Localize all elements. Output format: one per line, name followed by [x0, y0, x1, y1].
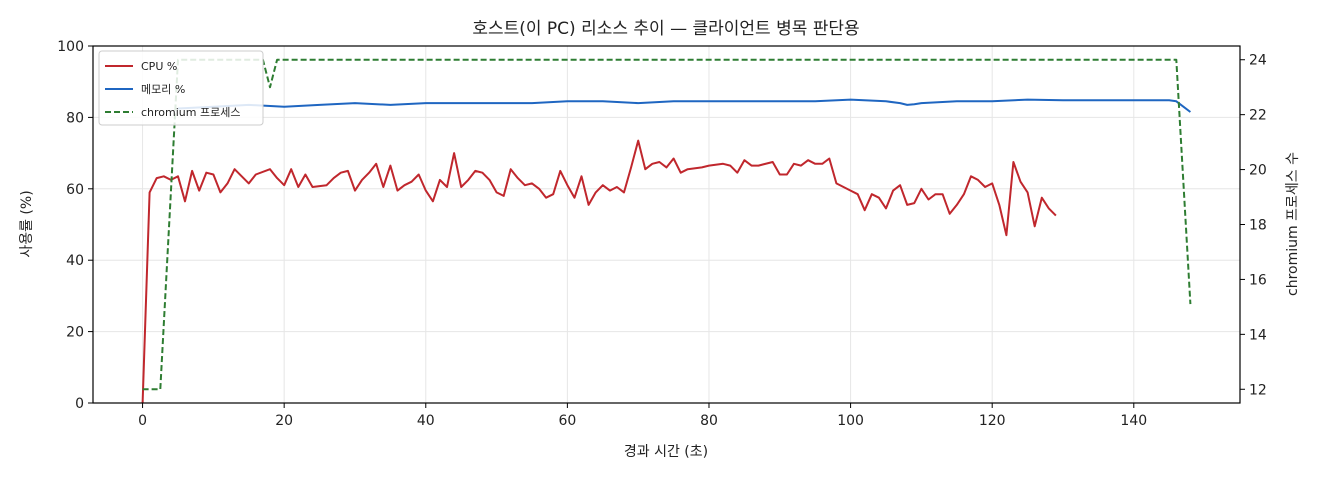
legend-label: 메모리 %	[141, 83, 185, 96]
y2-tick-label: 16	[1249, 272, 1267, 288]
series-line-2	[177, 98, 1192, 113]
x-tick-label: 40	[417, 413, 435, 429]
chart-title: 호스트(이 PC) 리소스 추이 — 클라이언트 병목 판단용	[472, 19, 859, 39]
x-tick-label: 60	[558, 413, 576, 429]
legend-box	[98, 50, 264, 126]
y2-tick-label: 22	[1249, 108, 1267, 124]
y-tick-label: 40	[66, 253, 84, 269]
y2-tick-label: 20	[1249, 163, 1267, 179]
x-axis-label: 경과 시간 (초)	[624, 444, 708, 460]
y2-tick-label: 12	[1249, 382, 1267, 398]
tick-labels: 0 20 40 60 80 100 120 140 0 20 40 60 80 100 12 14 16 18 20…	[57, 39, 1267, 429]
y-tick-label: 80	[66, 110, 84, 126]
series-line-1	[141, 139, 1057, 404]
x-tick-label: 0	[138, 413, 147, 429]
y2-axis-label: chromium 프로세스 수	[1285, 152, 1301, 296]
y2-tick-label: 24	[1249, 53, 1267, 69]
y2-tick-label: 14	[1249, 327, 1267, 343]
series-line-3	[142, 58, 1192, 391]
x-tick-label: 120	[979, 413, 1006, 429]
axes	[88, 45, 1245, 408]
x-tick-label: 100	[837, 413, 864, 429]
legend-label: chromium 프로세스	[141, 106, 240, 119]
legend: CPU % 메모리 % chromium 프로세스	[98, 50, 264, 126]
x-tick-label: 20	[275, 413, 293, 429]
y-axis-label: 사용률 (%)	[19, 190, 35, 257]
y-tick-label: 60	[66, 182, 84, 198]
x-tick-label: 80	[700, 413, 718, 429]
x-tick-label: 140	[1120, 413, 1147, 429]
y2-tick-label: 18	[1249, 218, 1267, 234]
y-tick-label: 20	[66, 325, 84, 341]
legend-label: CPU %	[141, 60, 177, 73]
series-lines	[141, 58, 1192, 404]
y-tick-label: 100	[57, 39, 84, 55]
y-tick-label: 0	[75, 396, 84, 412]
